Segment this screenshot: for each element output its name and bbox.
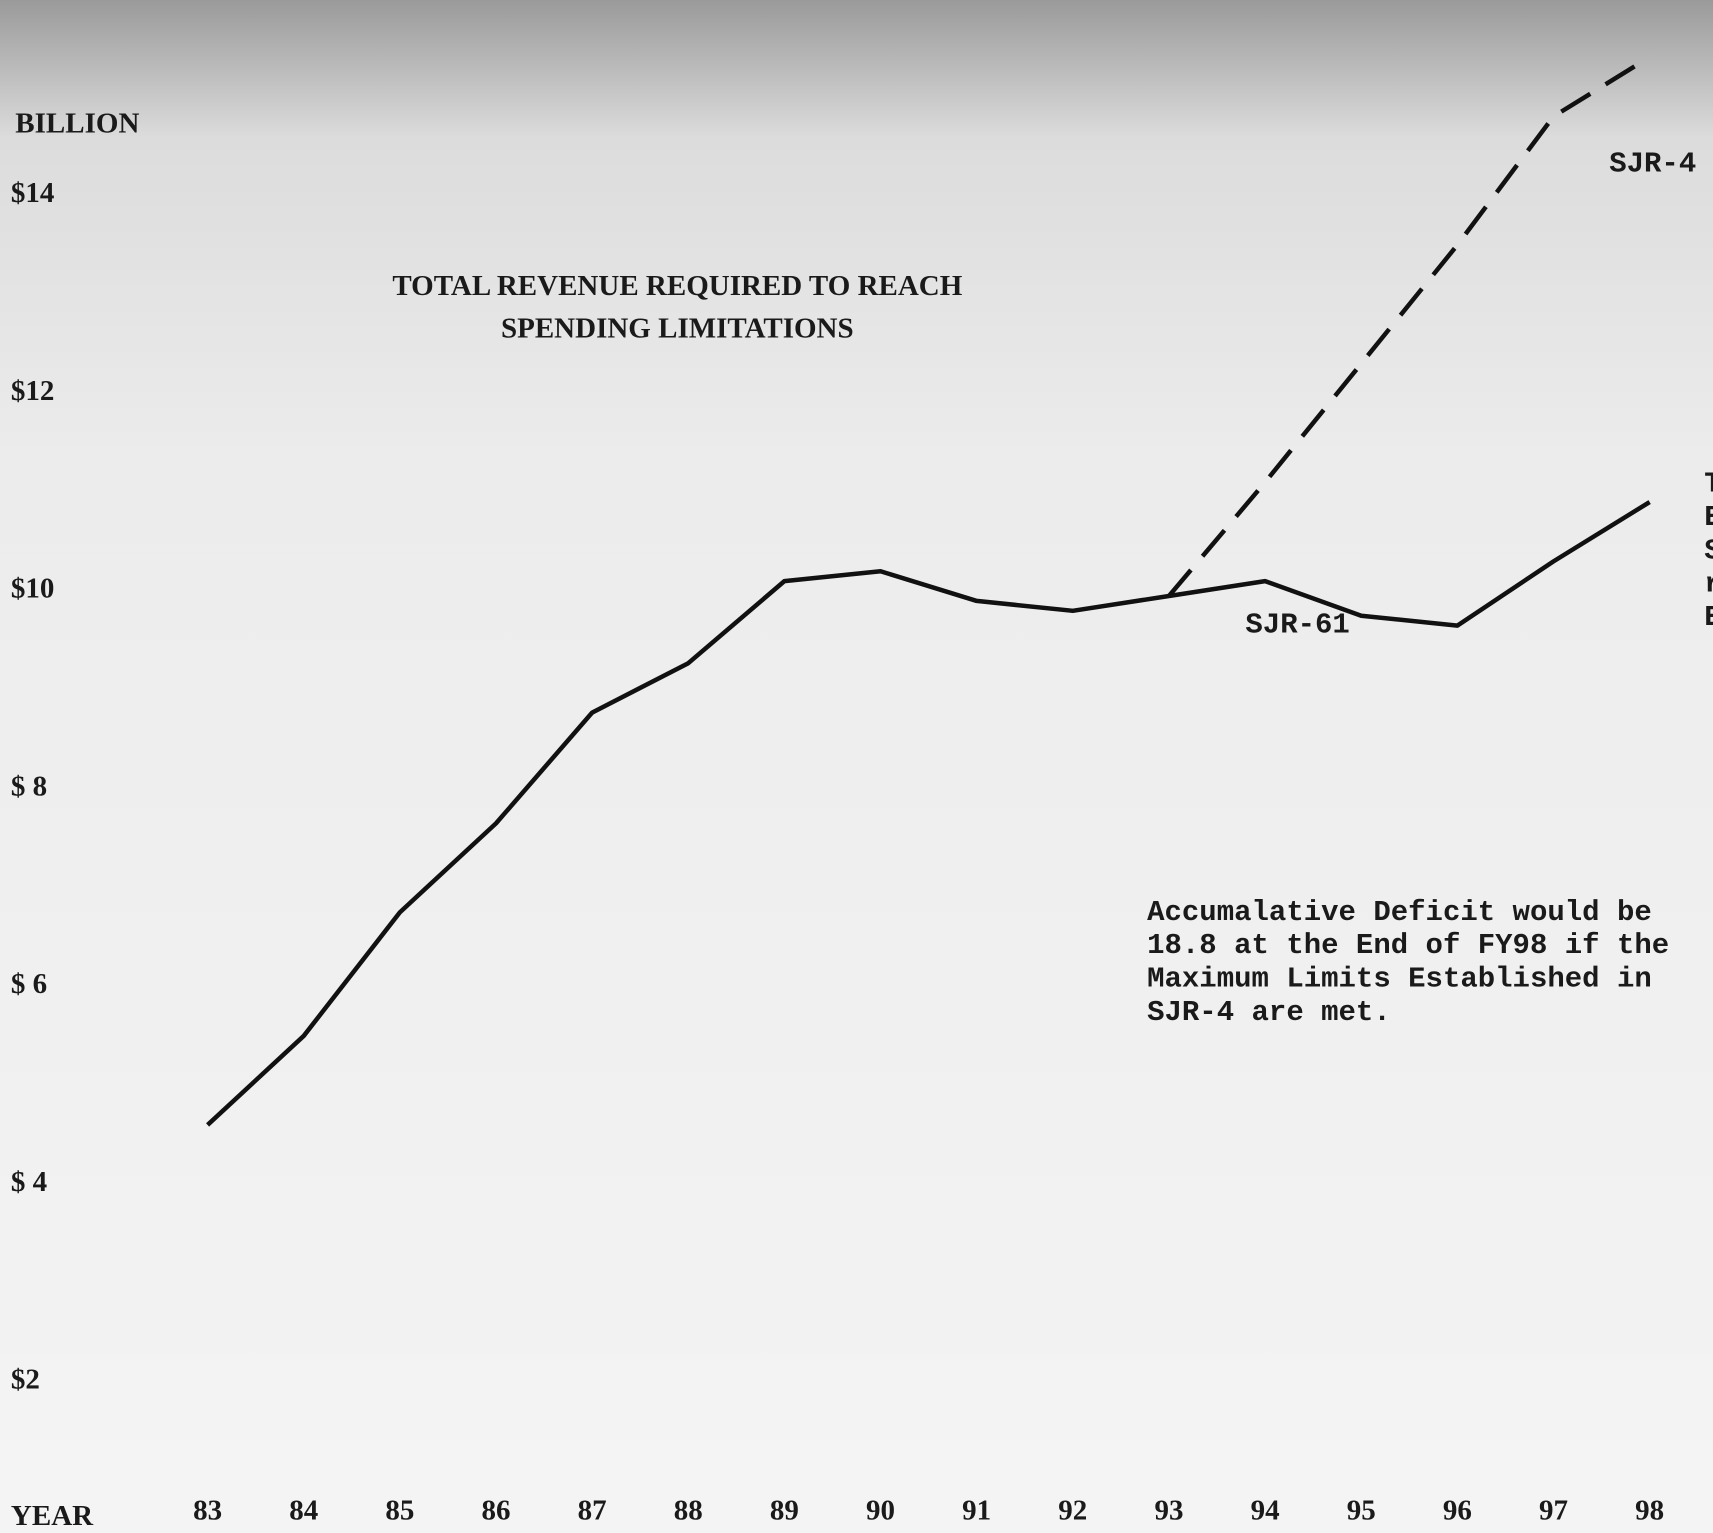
series-label: SJR-61 xyxy=(1245,609,1349,642)
annotation: 18.8 at the End of FY98 if the xyxy=(1147,929,1669,962)
y-tick-label: $10 xyxy=(11,573,55,605)
y-axis-label: BILLION xyxy=(15,107,139,139)
x-tick-label: 91 xyxy=(962,1495,991,1527)
x-tick-label: 88 xyxy=(674,1495,703,1527)
y-tick-label: $ 8 xyxy=(11,770,47,802)
x-tick-label: 85 xyxy=(385,1495,414,1527)
x-tick-label: 95 xyxy=(1347,1495,1376,1527)
y-tick-label: $12 xyxy=(11,375,55,407)
x-tick-label: 89 xyxy=(770,1495,799,1527)
x-tick-label: 94 xyxy=(1251,1495,1280,1527)
annotation: Maximum Limits Established in xyxy=(1147,963,1652,996)
x-tick-label: 90 xyxy=(866,1495,895,1527)
x-axis-label: YEAR xyxy=(11,1500,94,1532)
edge-fragment: T xyxy=(1704,468,1713,501)
x-tick-label: 93 xyxy=(1154,1495,1183,1527)
y-tick-label: $14 xyxy=(11,177,55,209)
annotation: SJR-4 are met. xyxy=(1147,996,1391,1029)
series-label: SJR-4 xyxy=(1609,148,1696,181)
y-tick-label: $ 6 xyxy=(11,968,47,1000)
y-tick-label: $ 4 xyxy=(11,1166,47,1198)
chart-title: TOTAL REVENUE REQUIRED TO REACH xyxy=(392,270,962,302)
x-tick-label: 96 xyxy=(1443,1495,1472,1527)
x-tick-label: 86 xyxy=(481,1495,510,1527)
edge-fragment: S xyxy=(1704,534,1713,567)
x-tick-label: 83 xyxy=(193,1495,222,1527)
y-tick-label: $2 xyxy=(11,1364,40,1396)
x-tick-label: 92 xyxy=(1058,1495,1087,1527)
x-tick-label: 98 xyxy=(1635,1495,1664,1527)
x-tick-label: 84 xyxy=(289,1495,318,1527)
line-series xyxy=(206,500,1651,1127)
annotation: Accumalative Deficit would be xyxy=(1147,896,1652,929)
chart-title: SPENDING LIMITATIONS xyxy=(501,313,854,345)
edge-fragment: E xyxy=(1704,501,1713,534)
x-tick-label: 87 xyxy=(578,1495,607,1527)
edge-fragment: r xyxy=(1704,568,1713,601)
line-series xyxy=(1167,55,1651,598)
x-tick-label: 97 xyxy=(1539,1495,1568,1527)
edge-fragment: E xyxy=(1704,601,1713,634)
